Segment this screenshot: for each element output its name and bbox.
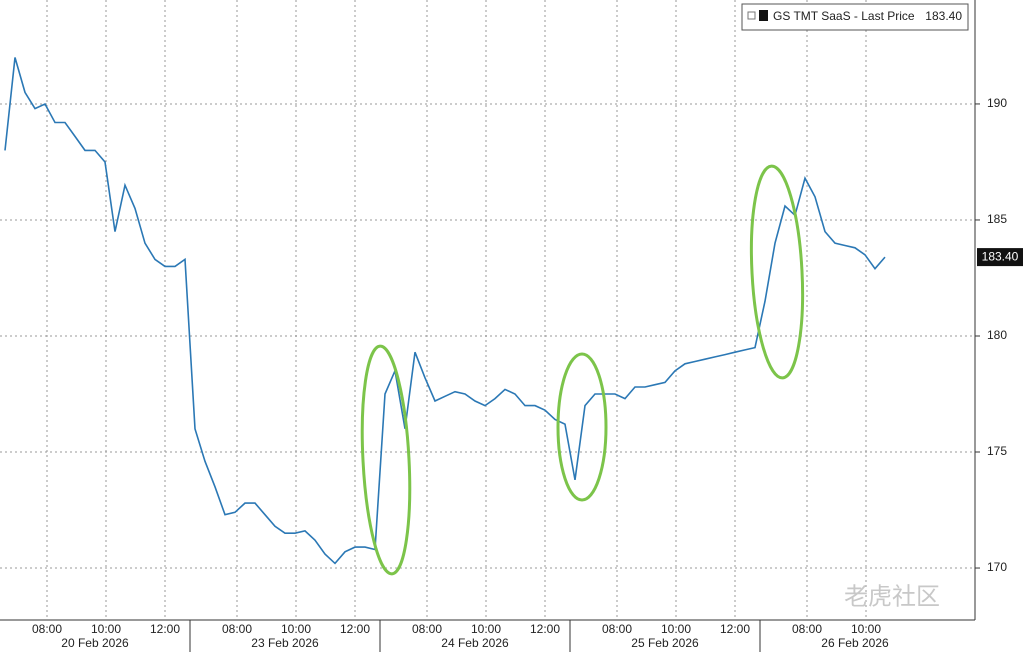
price-line (4, 57, 886, 565)
y-tick-label: 185 (987, 212, 1007, 226)
last-price-label: 183.40 (982, 249, 1019, 263)
day-label: 26 Feb 2026 (821, 636, 889, 650)
legend-price: 183.40 (925, 9, 962, 23)
y-tick-label: 190 (987, 96, 1007, 110)
watermark: 老虎社区 (844, 583, 940, 610)
highlight-ellipse (749, 164, 805, 380)
y-tick-label: 175 (987, 444, 1007, 458)
x-tick-label: 12:00 (720, 622, 750, 636)
y-tick-label: 170 (987, 560, 1007, 574)
legend-label: GS TMT SaaS - Last Price (773, 9, 915, 23)
legend: GS TMT SaaS - Last Price 183.40 (741, 3, 969, 31)
x-tick-label: 10:00 (471, 622, 501, 636)
grid (0, 0, 975, 620)
day-label: 23 Feb 2026 (251, 636, 319, 650)
y-tick-label: 180 (987, 328, 1007, 342)
x-tick-label: 08:00 (602, 622, 632, 636)
highlight-ellipse (556, 352, 608, 502)
legend-swatch (759, 10, 768, 21)
x-tick-label: 08:00 (412, 622, 442, 636)
last-price-box (977, 248, 1023, 267)
x-tick-label: 12:00 (340, 622, 370, 636)
legend-toggle (747, 11, 756, 20)
x-tick-label: 08:00 (32, 622, 62, 636)
x-tick-label: 08:00 (792, 622, 822, 636)
x-tick-label: 08:00 (222, 622, 252, 636)
x-tick-label: 12:00 (530, 622, 560, 636)
day-label: 24 Feb 2026 (441, 636, 509, 650)
plot (4, 57, 886, 565)
x-tick-label: 12:00 (150, 622, 180, 636)
x-tick-label: 10:00 (281, 622, 311, 636)
legend-box (741, 3, 969, 31)
day-label: 20 Feb 2026 (61, 636, 129, 650)
day-label: 25 Feb 2026 (631, 636, 699, 650)
annotations (360, 164, 805, 576)
x-tick-label: 10:00 (91, 622, 121, 636)
x-tick-label: 10:00 (661, 622, 691, 636)
x-tick-label: 10:00 (851, 622, 881, 636)
highlight-ellipse (360, 344, 412, 576)
